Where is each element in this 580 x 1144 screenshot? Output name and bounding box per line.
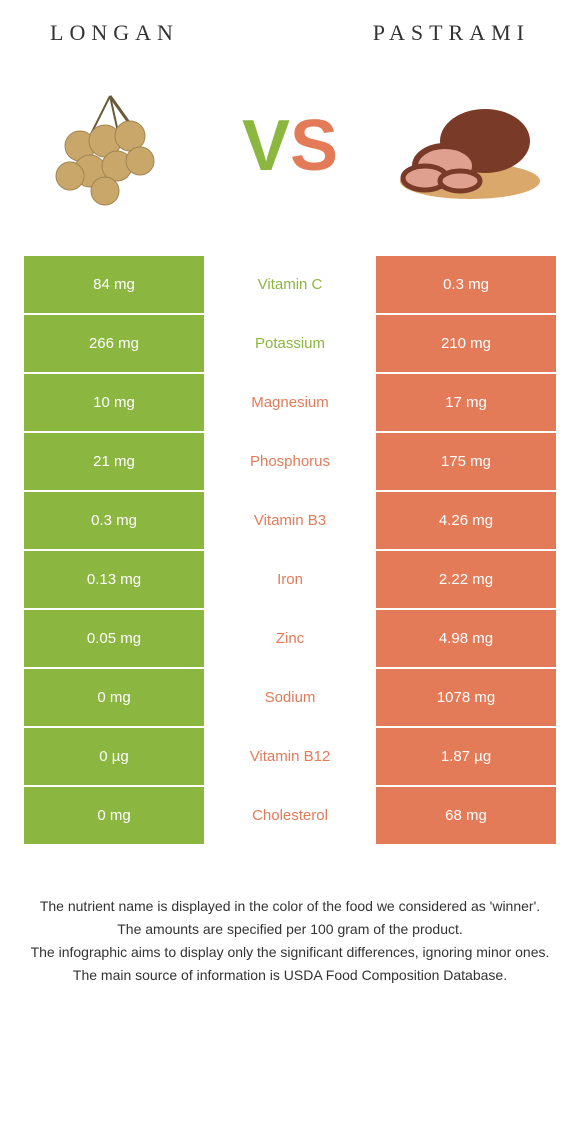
right-value: 175 mg	[376, 433, 556, 490]
nutrient-label: Vitamin C	[204, 256, 376, 313]
footnote-line: The infographic aims to display only the…	[30, 942, 550, 963]
table-row: 0.05 mg Zinc 4.98 mg	[24, 610, 556, 667]
table-row: 21 mg Phosphorus 175 mg	[24, 433, 556, 490]
vs-v: V	[242, 106, 290, 186]
right-food-title: PASTRAMI	[373, 20, 530, 46]
table-row: 84 mg Vitamin C 0.3 mg	[24, 256, 556, 313]
vs-s: S	[290, 106, 338, 186]
right-value: 0.3 mg	[376, 256, 556, 313]
left-value: 84 mg	[24, 256, 204, 313]
right-value: 4.26 mg	[376, 492, 556, 549]
nutrient-table: 84 mg Vitamin C 0.3 mg 266 mg Potassium …	[0, 256, 580, 844]
left-value: 0.3 mg	[24, 492, 204, 549]
right-value: 68 mg	[376, 787, 556, 844]
footnote-line: The nutrient name is displayed in the co…	[30, 896, 550, 917]
nutrient-label: Magnesium	[204, 374, 376, 431]
right-value: 210 mg	[376, 315, 556, 372]
pastrami-image	[390, 81, 550, 211]
footnote-line: The main source of information is USDA F…	[30, 965, 550, 986]
right-value: 17 mg	[376, 374, 556, 431]
left-value: 0.05 mg	[24, 610, 204, 667]
right-value: 2.22 mg	[376, 551, 556, 608]
left-value: 21 mg	[24, 433, 204, 490]
table-row: 0 mg Cholesterol 68 mg	[24, 787, 556, 844]
left-value: 0.13 mg	[24, 551, 204, 608]
table-row: 0.3 mg Vitamin B3 4.26 mg	[24, 492, 556, 549]
nutrient-label: Sodium	[204, 669, 376, 726]
nutrient-label: Zinc	[204, 610, 376, 667]
nutrient-label: Vitamin B3	[204, 492, 376, 549]
left-food-title: LONGAN	[50, 20, 179, 46]
table-row: 0 mg Sodium 1078 mg	[24, 669, 556, 726]
left-value: 0 mg	[24, 669, 204, 726]
images-row: VS	[0, 56, 580, 256]
nutrient-label: Vitamin B12	[204, 728, 376, 785]
left-value: 0 mg	[24, 787, 204, 844]
right-value: 1078 mg	[376, 669, 556, 726]
table-row: 10 mg Magnesium 17 mg	[24, 374, 556, 431]
longan-image	[30, 81, 190, 211]
footnotes: The nutrient name is displayed in the co…	[0, 846, 580, 986]
nutrient-label: Potassium	[204, 315, 376, 372]
header: LONGAN PASTRAMI	[0, 0, 580, 56]
table-row: 0.13 mg Iron 2.22 mg	[24, 551, 556, 608]
left-value: 0 µg	[24, 728, 204, 785]
footnote-line: The amounts are specified per 100 gram o…	[30, 919, 550, 940]
right-value: 4.98 mg	[376, 610, 556, 667]
vs-label: VS	[242, 105, 338, 187]
nutrient-label: Cholesterol	[204, 787, 376, 844]
left-value: 266 mg	[24, 315, 204, 372]
table-row: 266 mg Potassium 210 mg	[24, 315, 556, 372]
table-row: 0 µg Vitamin B12 1.87 µg	[24, 728, 556, 785]
nutrient-label: Iron	[204, 551, 376, 608]
right-value: 1.87 µg	[376, 728, 556, 785]
left-value: 10 mg	[24, 374, 204, 431]
nutrient-label: Phosphorus	[204, 433, 376, 490]
